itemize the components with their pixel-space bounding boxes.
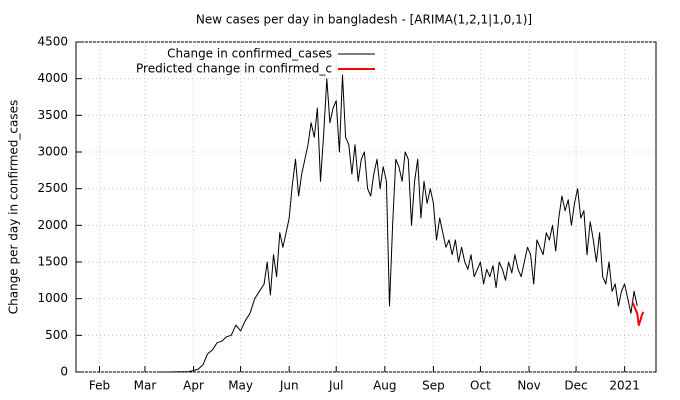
x-tick-label: Sep (422, 379, 445, 393)
y-tick-label: 2500 (37, 181, 68, 195)
y-tick-label: 500 (45, 328, 68, 342)
x-tick-label: Apr (183, 379, 204, 393)
series-line (157, 74, 638, 373)
x-tick-label: 2021 (609, 379, 640, 393)
chart-title: New cases per day in bangladesh - [ARIMA… (196, 13, 532, 27)
legend-label: Change in confirmed_cases (167, 47, 332, 61)
x-tick-label: Oct (470, 379, 491, 393)
y-tick-label: 0 (60, 365, 68, 379)
x-tick-label: May (228, 379, 253, 393)
x-tick-label: Jun (279, 379, 299, 393)
series-line (631, 301, 645, 327)
x-tick-label: Aug (373, 379, 396, 393)
y-tick-label: 1500 (37, 255, 68, 269)
plot-frame (75, 41, 657, 373)
x-tick-label: Feb (89, 379, 110, 393)
x-tick-label: Jul (328, 379, 343, 393)
y-tick-label: 1000 (37, 291, 68, 305)
y-tick-label: 3500 (37, 108, 68, 122)
y-tick-label: 3000 (37, 145, 68, 159)
y-axis-label: Change per day in confirmed_cases (7, 100, 21, 315)
x-tick-label: Mar (134, 379, 157, 393)
legend-label: Predicted change in confirmed_c (136, 62, 332, 76)
x-tick-label: Dec (564, 379, 587, 393)
x-tick-label: Nov (517, 379, 540, 393)
y-tick-label: 4500 (37, 35, 68, 49)
y-tick-label: 2000 (37, 218, 68, 232)
y-tick-label: 4000 (37, 71, 68, 85)
